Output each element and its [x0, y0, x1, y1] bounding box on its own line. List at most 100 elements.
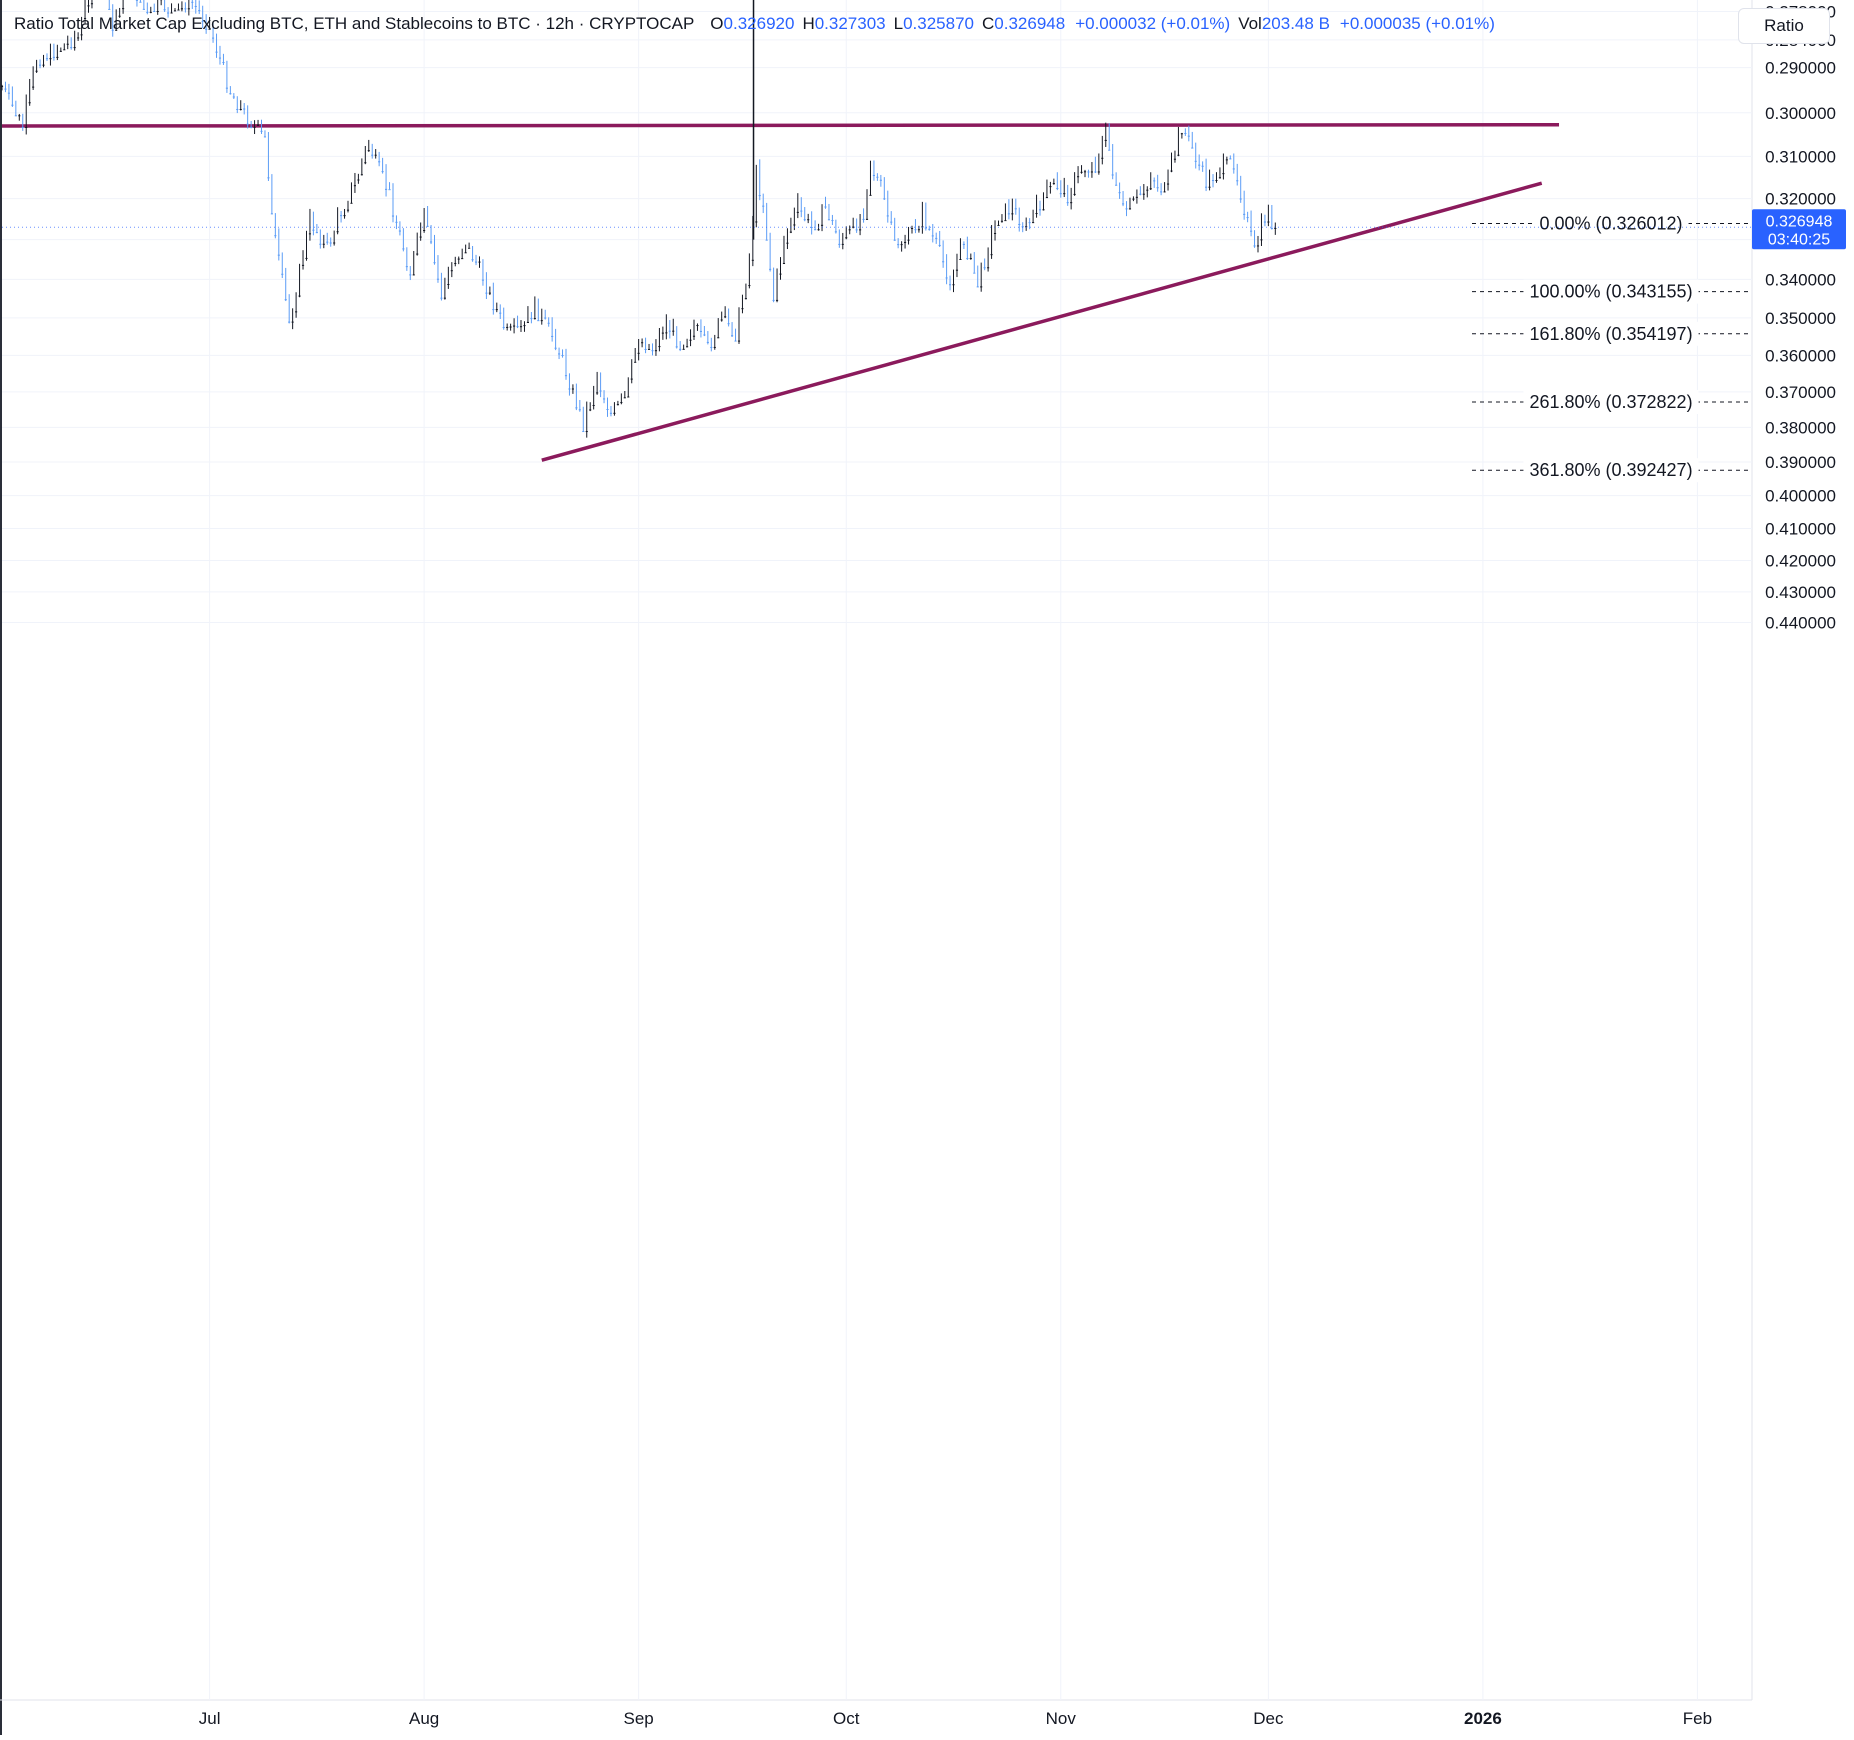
candle-body: [728, 323, 730, 324]
candle-body: [122, 8, 124, 9]
x-tick-label: Nov: [1046, 1709, 1077, 1728]
y-tick-label: 0.340000: [1765, 270, 1836, 289]
candle-body: [1112, 174, 1114, 175]
candle-body: [177, 10, 179, 11]
candle-body: [447, 284, 449, 285]
candle-body: [907, 240, 909, 241]
price-chart-svg[interactable]: 361.80% (0.392427)261.80% (0.372822)161.…: [0, 0, 1854, 1735]
candle-body: [648, 349, 650, 350]
candle-body: [620, 402, 622, 403]
candle-body: [575, 407, 577, 408]
candle-body: [928, 229, 930, 230]
candle-body: [582, 431, 584, 432]
close-label: C: [982, 12, 994, 36]
candle-body: [890, 222, 892, 223]
candle-body: [485, 293, 487, 294]
candle-body: [454, 263, 456, 264]
candle-body: [904, 242, 906, 243]
x-tick-label: Jul: [199, 1709, 221, 1728]
candle-body: [164, 9, 166, 10]
candle-body: [67, 44, 69, 45]
candle-body: [4, 89, 6, 90]
candle-body: [977, 286, 979, 287]
candle-body: [510, 327, 512, 328]
candle-body: [710, 347, 712, 348]
candle-body: [613, 413, 615, 414]
candle-body: [804, 219, 806, 220]
candle-body: [932, 235, 934, 236]
candle-body: [683, 349, 685, 350]
candle-body: [790, 232, 792, 233]
y-tick-label: 0.320000: [1765, 190, 1836, 209]
candle-body: [278, 255, 280, 256]
candle-body: [1222, 173, 1224, 174]
x-tick-label: 2026: [1464, 1709, 1502, 1728]
candle-body: [226, 88, 228, 89]
candle-body: [617, 404, 619, 405]
candle-body: [1264, 222, 1266, 223]
open-label: O: [710, 12, 723, 36]
chart-area[interactable]: 361.80% (0.392427)261.80% (0.372822)161.…: [0, 0, 1854, 1735]
candle-body: [378, 161, 380, 162]
candle-body: [676, 346, 678, 347]
candle-body: [1094, 171, 1096, 172]
volume-label: Vol: [1238, 12, 1262, 36]
candle-body: [482, 280, 484, 281]
candle-body: [949, 284, 951, 285]
y-tick-label: 0.380000: [1765, 418, 1836, 437]
candle-body: [337, 231, 339, 232]
candle-body: [987, 267, 989, 268]
candle-body: [143, 9, 145, 10]
candle-body: [644, 349, 646, 350]
candle-body: [1208, 187, 1210, 188]
candle-body: [1215, 180, 1217, 181]
candle-body: [800, 211, 802, 212]
candle-body: [579, 409, 581, 410]
candle-body: [1035, 213, 1037, 214]
open-value: 0.326920: [724, 12, 795, 36]
candle-body: [624, 397, 626, 398]
candle-body: [873, 175, 875, 176]
candle-body: [1011, 213, 1013, 214]
candle-body: [1240, 199, 1242, 200]
candle-body: [658, 346, 660, 347]
candle-body: [1067, 202, 1069, 203]
candle-body: [994, 233, 996, 234]
candle-body: [831, 220, 833, 221]
candle-body: [991, 254, 993, 255]
trendlines[interactable]: [2, 125, 1559, 461]
candle-body: [409, 274, 411, 275]
candle-body: [669, 331, 671, 332]
candle-body: [188, 8, 190, 9]
candle-body: [911, 228, 913, 229]
candle-body: [946, 277, 948, 278]
candle-body: [1084, 171, 1086, 172]
candle-body: [766, 240, 768, 241]
candle-body: [413, 274, 415, 275]
candle-body: [305, 258, 307, 259]
candle-body: [773, 300, 775, 301]
candle-body: [312, 230, 314, 231]
candle-body: [1181, 133, 1183, 134]
candle-body: [433, 262, 435, 263]
candle-body: [274, 235, 276, 236]
candle-body: [935, 238, 937, 239]
candle-body: [388, 189, 390, 190]
candle-body: [918, 229, 920, 230]
candle-body: [793, 224, 795, 225]
candle-body: [29, 102, 31, 103]
ratio-scale-button[interactable]: Ratio: [1738, 8, 1830, 44]
candle-body: [416, 254, 418, 255]
candle-body: [966, 258, 968, 259]
candle-body: [1160, 191, 1162, 192]
y-tick-label: 0.290000: [1765, 59, 1836, 78]
candle-body: [46, 58, 48, 59]
candle-body: [738, 341, 740, 342]
volume-value: 203.48 B: [1262, 12, 1330, 36]
candle-body: [1122, 203, 1124, 204]
candle-body: [717, 337, 719, 338]
candle-body: [942, 261, 944, 262]
candle-body: [1164, 191, 1166, 192]
candle-body: [769, 269, 771, 270]
fib-extension[interactable]: 361.80% (0.392427)261.80% (0.372822)161.…: [1472, 211, 1750, 482]
